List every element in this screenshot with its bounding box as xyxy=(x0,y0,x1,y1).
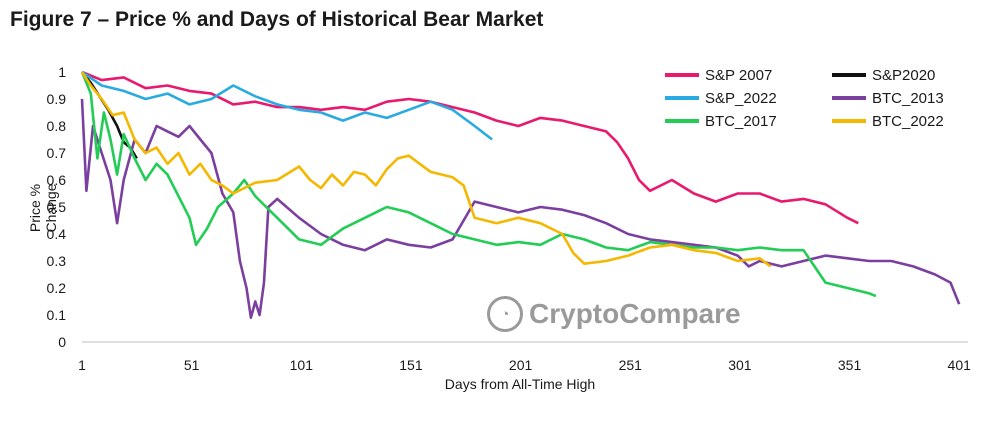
x-tick-label: 401 xyxy=(948,357,972,373)
x-tick-label: 301 xyxy=(728,357,752,373)
x-tick-label: 251 xyxy=(619,357,643,373)
figure-title: Figure 7 – Price % and Days of Historica… xyxy=(10,8,544,31)
y-tick-label: 0.6 xyxy=(47,172,67,188)
y-axis-label: Price % Change xyxy=(27,183,59,233)
cryptocompare-logo-icon: ◔ xyxy=(487,296,523,332)
watermark-text: CryptoCompare xyxy=(529,298,741,329)
y-tick-label: 0.8 xyxy=(47,118,67,134)
series-line-s-p-2022 xyxy=(81,70,493,141)
series-line-btc-2022 xyxy=(80,71,772,268)
y-tick-label: 0.7 xyxy=(47,145,67,161)
y-tick-label: 0 xyxy=(58,334,66,350)
x-tick-label: 51 xyxy=(184,357,200,373)
legend-label: BTC_2022 xyxy=(872,113,944,130)
x-tick-label: 101 xyxy=(290,357,314,373)
y-tick-label: 0.1 xyxy=(47,307,67,323)
y-tick-label: 0.3 xyxy=(47,253,67,269)
x-tick-label: 151 xyxy=(399,357,423,373)
x-tick-label: 351 xyxy=(838,357,862,373)
legend-label: S&P_2022 xyxy=(705,90,777,107)
chart-legend: S&P 2007 S&P2020 S&P_2022 BTC_2013 BTC_2017 B… xyxy=(665,67,944,130)
series-line-btc-2013 xyxy=(80,98,961,319)
legend-label: S&P 2007 xyxy=(705,67,772,84)
y-tick-label: 1 xyxy=(58,64,66,80)
series-line-s-p-2007 xyxy=(81,70,859,225)
series-line-btc-2017 xyxy=(80,71,877,298)
x-axis-label: Days from All-Time High xyxy=(444,376,596,392)
x-tick-label: 201 xyxy=(509,357,533,373)
y-tick-label: 0.4 xyxy=(47,226,67,242)
chart-series xyxy=(80,70,961,319)
y-tick-label: 0.5 xyxy=(47,199,67,215)
x-tick-label: 1 xyxy=(78,357,86,373)
legend-label: BTC_2017 xyxy=(705,113,777,130)
chart-axes: 00.10.20.30.40.50.60.70.80.911 51 101 151 20… xyxy=(47,64,972,373)
legend-label: S&P2020 xyxy=(872,67,935,84)
y-tick-label: 0.9 xyxy=(47,91,67,107)
y-tick-label: 0.2 xyxy=(47,280,67,296)
legend-label: BTC_2013 xyxy=(872,90,944,107)
watermark: ◔ CryptoCompare xyxy=(487,296,741,332)
